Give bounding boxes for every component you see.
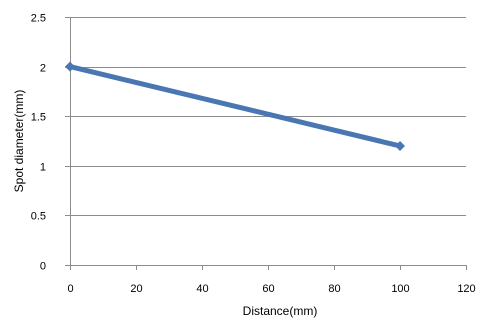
- axes: [65, 17, 467, 270]
- y-tick-label: 1.5: [31, 112, 46, 124]
- y-axis-title: Spot diameter(mm): [12, 90, 26, 193]
- tick-labels: 0 0.5 1 1.5 2 2.5 0 20 40 60 80 100 120: [31, 13, 476, 296]
- y-tick-label: 2.5: [31, 13, 46, 25]
- y-tick-label: 1: [40, 162, 46, 174]
- y-tick-label: 0: [40, 261, 46, 273]
- x-tick-label: 20: [130, 283, 142, 295]
- series-line: [67, 64, 403, 149]
- x-tick-label: 60: [262, 283, 274, 295]
- data-point-marker: [395, 140, 405, 151]
- x-tick-label: 100: [391, 283, 409, 295]
- y-tick-label: 2: [40, 63, 46, 75]
- x-tick-label: 0: [67, 283, 73, 295]
- x-axis-title: Distance(mm): [243, 304, 318, 318]
- data-series: [65, 61, 405, 151]
- x-tick-label: 40: [196, 283, 208, 295]
- data-point-marker: [65, 61, 75, 72]
- x-tick-label: 120: [457, 283, 475, 295]
- x-tick-label: 80: [328, 283, 340, 295]
- y-tick-label: 0.5: [31, 211, 46, 223]
